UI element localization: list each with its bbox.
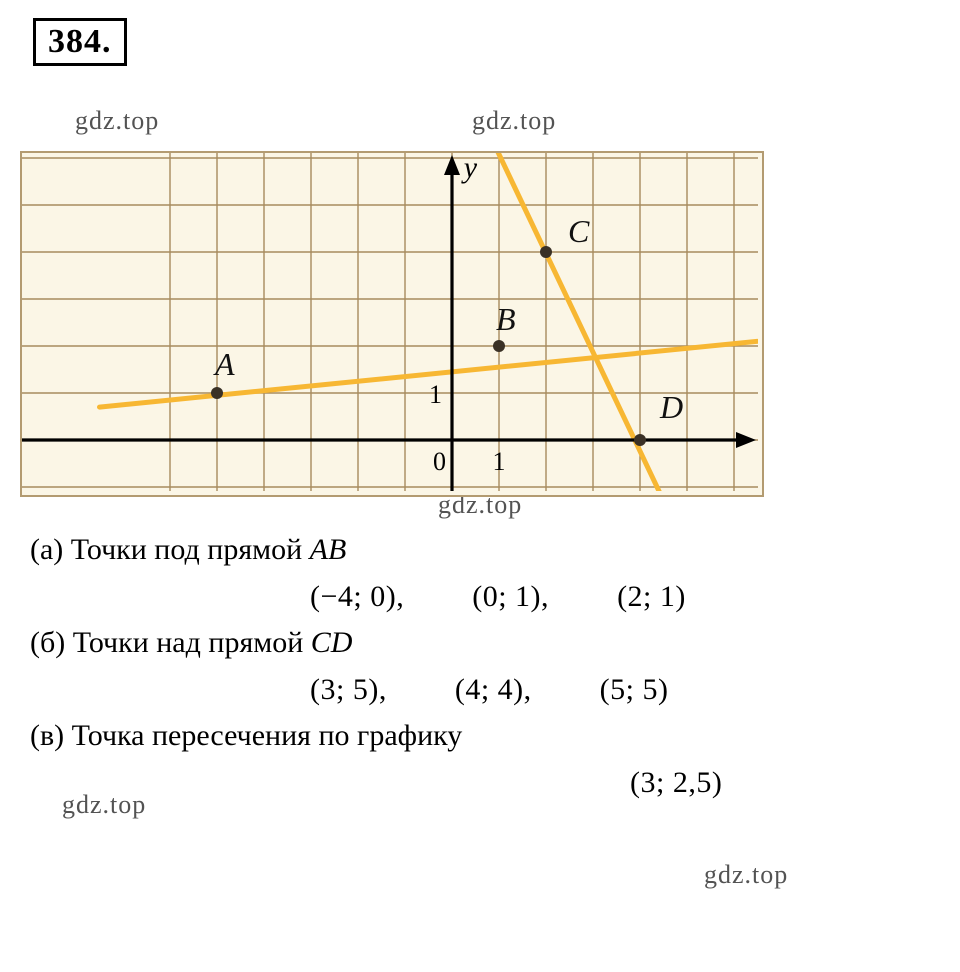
coordinate-chart: xy011ABCD (22, 153, 758, 491)
answer-b-points: (3; 5), (4; 4), (5; 5) (30, 667, 930, 714)
svg-text:C: C (568, 213, 590, 249)
svg-text:y: y (461, 153, 478, 184)
chart-container: xy011ABCD (20, 151, 764, 497)
point-value: (0; 1), (472, 580, 549, 613)
point-value: (3; 2,5) (630, 766, 722, 799)
answer-c-point: (3; 2,5) (30, 760, 930, 807)
watermark-text: gdz.top (472, 106, 556, 136)
answer-part-a: (а) Точки под прямой AB (30, 527, 930, 574)
answer-a-points: (−4; 0), (0; 1), (2; 1) (30, 574, 930, 621)
svg-text:1: 1 (429, 380, 442, 409)
problem-number: 384. (48, 23, 112, 60)
svg-text:D: D (659, 389, 683, 425)
watermark-text: gdz.top (75, 106, 159, 136)
point-value: (4; 4), (455, 673, 532, 706)
point-value: (5; 5) (600, 673, 669, 706)
point-value: (−4; 0), (310, 580, 404, 613)
svg-text:0: 0 (433, 447, 446, 476)
answer-part-b: (б) Точки над прямой CD (30, 620, 930, 667)
svg-text:1: 1 (493, 447, 506, 476)
answer-a-label: (а) Точки под прямой (30, 533, 302, 566)
answer-b-label: (б) Точки над прямой (30, 626, 303, 659)
svg-text:B: B (496, 301, 516, 337)
answer-b-line-name: CD (311, 626, 353, 659)
point-value: (3; 5), (310, 673, 387, 706)
watermark-text: gdz.top (704, 860, 788, 890)
point-value: (2; 1) (617, 580, 686, 613)
answer-part-c: (в) Точка пересечения по графику (30, 713, 930, 760)
answer-a-line-name: AB (310, 533, 347, 566)
answers-section: (а) Точки под прямой AB (−4; 0), (0; 1),… (30, 527, 930, 806)
problem-number-box: 384. (33, 18, 127, 66)
svg-text:A: A (213, 346, 235, 382)
answer-c-label: (в) Точка пересечения по графику (30, 719, 462, 752)
page: 384. gdz.top gdz.top gdz.top gdz.top gdz… (0, 0, 960, 972)
